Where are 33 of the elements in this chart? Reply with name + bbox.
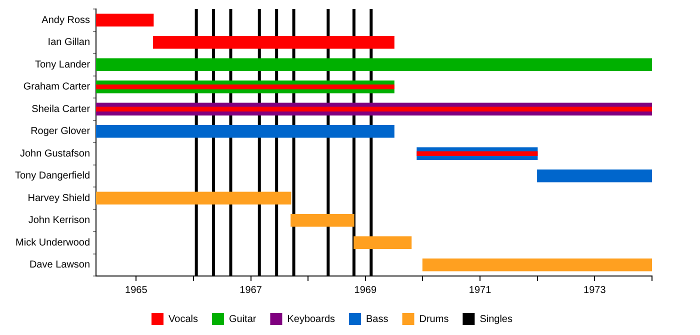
y-tick-label: John Kerrison [28,215,90,226]
y-tick-label: Mick Underwood [16,237,90,248]
y-tick-label: Sheila Carter [32,104,91,115]
bar [96,125,394,138]
bar [96,84,394,90]
legend-label: Keyboards [287,314,336,325]
legend-label: Bass [366,314,388,325]
y-tick-label: Andy Ross [42,14,90,26]
legend-label: Singles [480,314,512,325]
x-tick-label: 1965 [125,284,148,296]
x-tick-label: 1973 [584,284,606,296]
bar [96,106,652,112]
bar [96,58,652,71]
legend-label: Drums [419,314,449,325]
bar [290,214,354,227]
bar [354,236,412,249]
bar [422,258,652,272]
x-tick-label: 1971 [468,284,492,296]
y-tick-label: Roger Glover [30,126,91,138]
bar [416,151,538,156]
x-tick-label: 1969 [354,284,377,296]
legend-label: Guitar [228,314,257,325]
y-tick-label: Ian Gillan [48,37,90,48]
y-tick-label: Tony Dangerfield [14,170,90,182]
y-tick-label: Dave Lawson [29,260,90,271]
y-tick-label: Tony Lander [34,59,91,70]
bar [537,170,652,182]
y-tick-label: John Gustafson [20,148,90,160]
x-tick-label: 1967 [240,284,262,296]
legend-label: Vocals [168,314,198,325]
bar [96,192,292,204]
y-tick-label: Harvey Shield [28,192,90,204]
y-tick-label: Graham Carter [23,82,91,93]
